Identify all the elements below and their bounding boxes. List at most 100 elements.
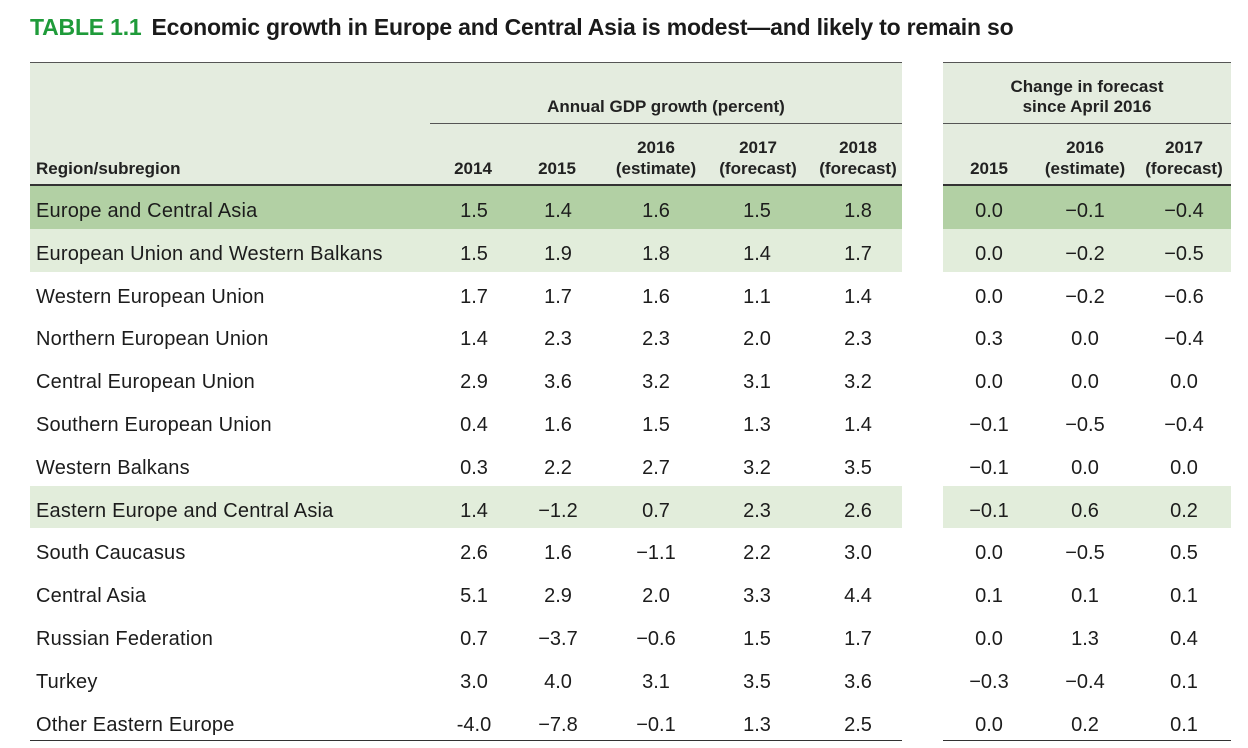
- gdp-growth-value: 3.6: [544, 371, 572, 394]
- forecast-change-value: −0.1: [1065, 200, 1105, 222]
- gdp-growth-value: 1.5: [460, 242, 488, 265]
- gdp-growth-value: 0.3: [460, 456, 488, 479]
- forecast-change-value: 0.0: [975, 285, 1003, 308]
- col-header-2015: 2015: [538, 159, 576, 178]
- forecast-change-value: 0.3: [975, 328, 1003, 351]
- gdp-growth-value: 1.5: [743, 628, 771, 650]
- gdp-growth-value: 3.2: [743, 456, 771, 479]
- region-name: Europe and Central Asia: [36, 200, 258, 222]
- forecast-change-value: −0.4: [1164, 200, 1204, 222]
- forecast-change-value: −0.6: [1164, 285, 1204, 308]
- gdp-growth-value: 2.9: [460, 371, 488, 394]
- region-name: Russian Federation: [36, 628, 214, 650]
- gdp-growth-value: 2.2: [743, 542, 771, 565]
- region-name: Western Balkans: [36, 456, 190, 479]
- col-header-2014: 2014: [454, 159, 492, 178]
- header-bottom-rule-main: [30, 184, 902, 186]
- gdp-growth-value: 2.5: [844, 713, 872, 736]
- gdp-growth-value: 1.4: [743, 242, 771, 265]
- header-bottom-rule-change: [943, 184, 1231, 186]
- change-group-header-line1: Change in forecast: [1010, 77, 1164, 96]
- gdp-growth-value: 1.6: [642, 200, 670, 222]
- region-name: Western European Union: [36, 285, 265, 308]
- table-row: Southern European Union 0.4 1.6 1.5 1.3 1.4 −0…: [0, 402, 1248, 445]
- gdp-growth-value: -4.0: [456, 713, 492, 736]
- gdp-growth-value: −7.8: [538, 713, 578, 736]
- change-group-rule: [943, 123, 1231, 124]
- forecast-change-value: −0.5: [1065, 414, 1105, 436]
- forecast-change-value: −0.4: [1164, 414, 1204, 436]
- region-name: Central Asia: [36, 585, 147, 608]
- forecast-change-value: 0.1: [1170, 670, 1198, 693]
- gdp-growth-value: 0.7: [642, 499, 670, 522]
- forecast-change-value: 0.0: [1170, 456, 1198, 479]
- gdp-growth-value: 2.3: [844, 328, 872, 351]
- forecast-change-value: −0.1: [969, 456, 1009, 479]
- gdp-growth-value: 1.4: [460, 499, 488, 522]
- gdp-growth-value: 3.0: [460, 670, 488, 693]
- forecast-change-value: −0.3: [969, 670, 1009, 693]
- region-name: Northern European Union: [36, 328, 269, 351]
- gdp-growth-value: 1.4: [844, 285, 872, 308]
- gdp-growth-value: −3.7: [538, 628, 578, 650]
- header-top-rule-change: [943, 62, 1231, 63]
- gdp-growth-value: 3.2: [844, 371, 872, 394]
- table-row: Russian Federation 0.7 −3.7 −0.6 1.5 1.7 0.0 1.…: [0, 616, 1248, 659]
- table-number: TABLE 1.1: [30, 14, 142, 40]
- gdp-growth-value: 2.3: [642, 328, 670, 351]
- gdp-growth-value: 0.4: [460, 414, 488, 436]
- forecast-change-value: −0.5: [1065, 542, 1105, 565]
- annual-gdp-group-header: Annual GDP growth (percent): [547, 97, 785, 116]
- gdp-growth-value: 2.0: [743, 328, 771, 351]
- forecast-change-value: −0.1: [969, 414, 1009, 436]
- col-header-2017-year: 2017: [739, 138, 777, 157]
- gdp-growth-value: 1.7: [460, 285, 488, 308]
- region-name: Turkey: [36, 670, 98, 693]
- gdp-growth-value: 1.6: [642, 285, 670, 308]
- gdp-growth-value: −0.1: [636, 713, 676, 736]
- col-header-2017-note: (forecast): [719, 159, 797, 178]
- gdp-growth-value: 2.9: [544, 585, 572, 608]
- table-row: European Union and Western Balkans 1.5 1.9…: [0, 231, 1248, 274]
- forecast-change-value: 0.0: [975, 628, 1003, 650]
- gdp-growth-value: 1.7: [844, 628, 872, 650]
- gdp-growth-value: 1.4: [544, 200, 572, 222]
- gdp-growth-value: 3.2: [642, 371, 670, 394]
- col-header-2016-note: (estimate): [615, 159, 697, 178]
- gdp-growth-value: 1.1: [743, 285, 771, 308]
- table-row: Central European Union 2.9 3.6 3.2 3.1 3.2 0.0…: [0, 359, 1248, 402]
- forecast-change-value: 1.3: [1071, 628, 1099, 650]
- change-col-header-2017-note: (forecast): [1145, 159, 1223, 178]
- gdp-growth-value: −1.1: [636, 542, 676, 565]
- header-top-rule-main: [30, 62, 902, 63]
- region-name: Other Eastern Europe: [36, 713, 235, 736]
- region-name: European Union and Western Balkans: [36, 242, 383, 265]
- change-group-header-line2: since April 2016: [1022, 97, 1152, 116]
- table-bottom-rule-main: [30, 740, 902, 741]
- row-highlight-main: [30, 485, 902, 529]
- gdp-growth-value: 3.6: [844, 670, 872, 693]
- table-row: Northern European Union 1.4 2.3 2.3 2.0 2.3 0.…: [0, 316, 1248, 359]
- gdp-growth-value: 1.5: [743, 200, 771, 222]
- gdp-growth-value: 4.0: [544, 670, 572, 693]
- table-row: Europe and Central Asia 1.5 1.4 1.6 1.5 1.8 0.…: [0, 188, 1248, 231]
- gdp-growth-value: 2.3: [743, 499, 771, 522]
- forecast-change-value: 0.0: [1071, 456, 1099, 479]
- region-name: Central European Union: [36, 371, 255, 394]
- gdp-growth-value: 0.7: [460, 628, 488, 650]
- col-header-2018-year: 2018: [839, 138, 877, 157]
- forecast-change-value: 0.0: [975, 242, 1003, 265]
- forecast-change-value: −0.5: [1164, 242, 1204, 265]
- change-col-header-2016-year: 2016: [1066, 138, 1104, 157]
- forecast-change-value: 0.0: [1071, 328, 1099, 351]
- forecast-change-value: −0.2: [1065, 285, 1105, 308]
- table-row: Turkey 3.0 4.0 3.1 3.5 3.6 −0.3 −0.4 0.1: [0, 659, 1248, 702]
- gdp-growth-value: 2.7: [642, 456, 670, 479]
- gdp-growth-value: 3.1: [642, 670, 670, 693]
- table-bottom-rule-change: [943, 740, 1231, 741]
- table-row: Central Asia 5.1 2.9 2.0 3.3 4.4 0.1 0.1 0.1: [0, 573, 1248, 616]
- gdp-growth-value: 3.1: [743, 371, 771, 394]
- forecast-change-value: 0.1: [1071, 585, 1099, 608]
- forecast-change-value: 0.6: [1071, 499, 1099, 522]
- table-row: Other Eastern Europe -4.0 −7.8 −0.1 1.3 2.5 0.…: [0, 702, 1248, 745]
